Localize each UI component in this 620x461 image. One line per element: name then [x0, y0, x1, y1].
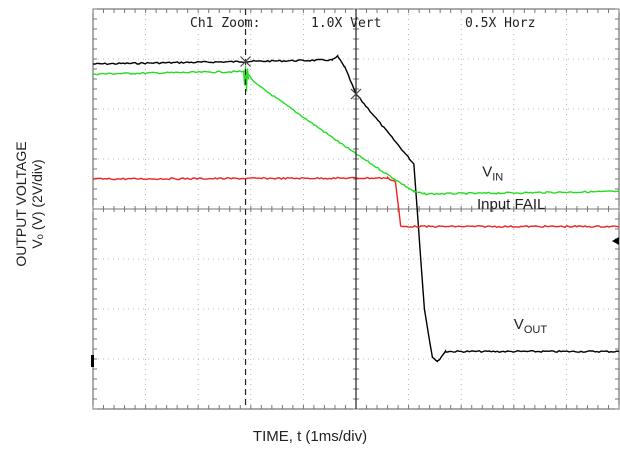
cursor-cross-1	[240, 56, 251, 67]
annotation-sub-3: OUT	[524, 324, 548, 336]
cursor-markers	[240, 9, 362, 409]
scope-header: Ch1 Zoom: 1.0X Vert 0.5X Horz	[190, 16, 535, 31]
header-vert: 1.0X Vert	[311, 16, 381, 31]
annotation-label-1: VIN	[482, 164, 503, 184]
annotation-label-3: VOUT	[514, 316, 548, 336]
cursor-cross-2	[350, 88, 362, 100]
ground-tick	[91, 355, 94, 367]
x-axis-label: TIME, t (1ms/div)	[252, 428, 368, 445]
annotation-sub-1: IN	[492, 172, 503, 184]
annotation-label-2: Input FAIL	[477, 196, 545, 213]
header-horz: 0.5X Horz	[465, 16, 535, 31]
annotation-main-1: V	[482, 164, 492, 181]
green-glitch	[242, 65, 250, 92]
trace-line-3	[92, 175, 620, 229]
y-axis-label-line2: Vₒ (V) (2V/div)	[29, 159, 45, 249]
annotation-main-3: V	[514, 316, 524, 333]
annotation-main-2: Input FAIL	[477, 196, 545, 213]
y-axis-label-line1: OUTPUT VOLTAGE	[13, 141, 29, 267]
header-zoom: Ch1 Zoom:	[190, 16, 260, 31]
trigger-level-arrow	[612, 237, 619, 245]
